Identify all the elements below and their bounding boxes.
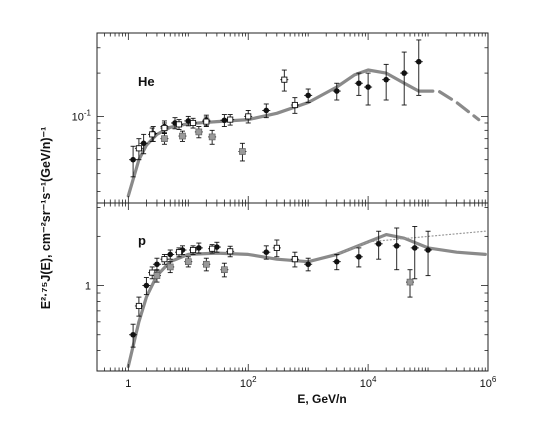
data-point-p [153,272,161,279]
data-point-p [263,249,270,255]
data-point-he [135,145,142,152]
data-point-p [166,263,174,271]
data-point-he [221,117,228,124]
data-point-p [227,248,234,255]
data-point-he [175,121,183,128]
data-points [129,39,433,348]
data-point-he [281,76,288,83]
panel-label-p: p [138,233,146,248]
data-point-p [425,247,431,253]
data-point-he [239,148,246,155]
data-point-he [333,88,340,94]
model-curve-p-solid [126,233,487,368]
data-point-p [203,260,210,268]
data-point-p [333,258,340,265]
data-point-p [273,244,280,251]
x-tick-label: 106 [480,375,497,390]
y-axis-title: E²·⁷⁵J(E), cm⁻²sr⁻¹s⁻¹(GeV/n)⁻¹ [39,127,53,310]
data-point-he [263,107,270,114]
data-point-he [179,132,186,140]
data-point-p [161,256,168,263]
data-point-p [393,243,400,249]
data-point-he [185,118,192,124]
data-point-p [406,278,414,286]
x-tick-label: 1 [125,378,131,390]
data-point-p [411,245,418,251]
data-point-he [130,156,136,163]
data-point-he [245,113,252,120]
data-point-p [221,266,228,274]
data-point-p [130,331,136,338]
data-point-he [383,76,389,83]
panel-frame-he [96,32,489,204]
data-point-p [167,251,174,258]
data-point-he [365,84,371,90]
data-point-he [305,92,311,99]
data-point-p [209,245,216,252]
data-point-p [154,261,160,268]
x-tick-label: 104 [360,375,377,390]
data-point-p [189,246,197,254]
panel-frames [96,32,489,372]
model-curve-p-dotted [336,230,486,255]
data-point-he [291,101,298,109]
data-point-p [175,249,183,256]
x-axis-title: E, GeV/n [297,392,346,406]
y-tick-label-p: 1 [85,281,91,293]
data-point-he [401,70,408,76]
data-point-he [208,133,216,141]
data-point-he [203,118,210,125]
panel-frame-p [96,202,489,372]
model-curves [126,68,487,368]
panel-label-he: He [138,74,155,89]
data-point-he [415,58,422,65]
axis-ticks: 10-1 1 1 102 104 106 [72,33,497,390]
data-point-he [140,140,147,147]
x-tick-label: 102 [240,375,257,390]
data-point-p [375,241,382,247]
model-curve-he-dashed [417,89,481,122]
data-point-p [291,256,298,263]
data-point-he [195,128,203,136]
data-point-p [135,302,142,310]
y-tick-label-he: 10-1 [72,108,92,123]
data-point-p [196,245,202,251]
data-point-p [184,258,192,265]
model-curve-he-solid [126,68,421,198]
data-point-he [149,131,156,138]
data-point-p [356,253,362,260]
data-point-he [356,80,362,87]
data-point-p [143,282,150,289]
data-point-he [189,119,197,127]
data-point-he [161,135,168,142]
data-point-he [161,124,168,132]
data-point-p [305,261,311,268]
data-point-he [227,116,234,123]
